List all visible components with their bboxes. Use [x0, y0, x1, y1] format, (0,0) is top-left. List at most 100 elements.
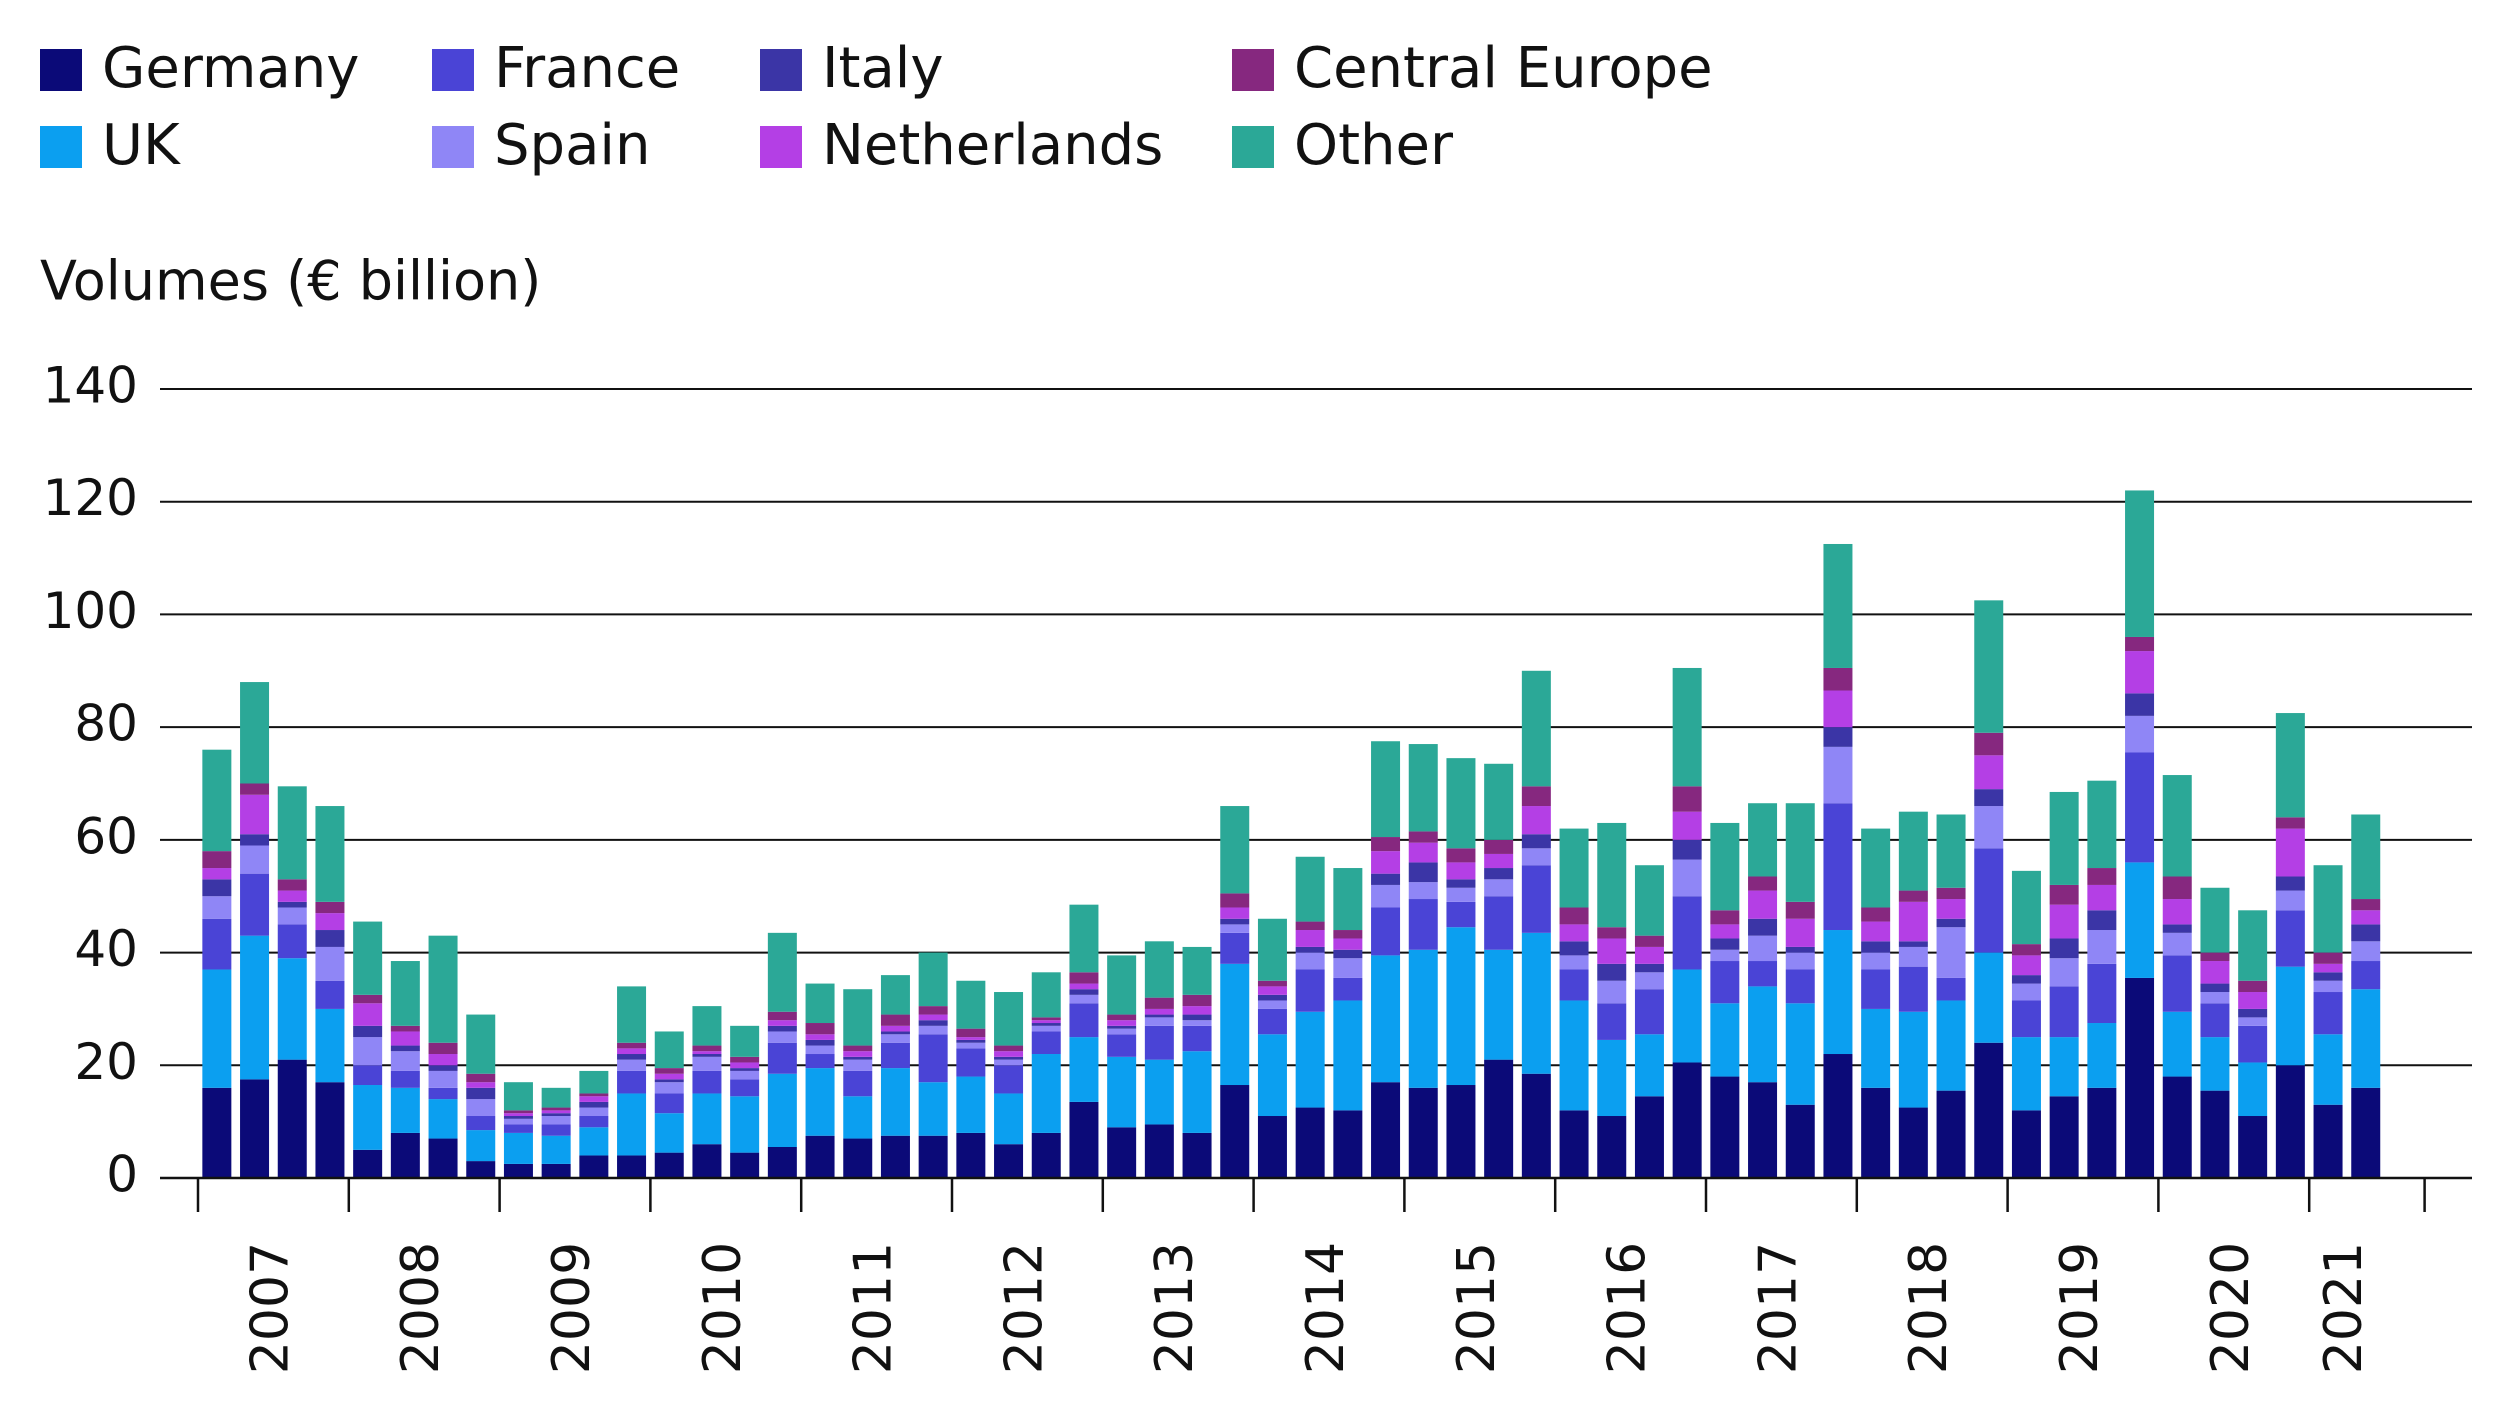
- bar-segment: [1408, 899, 1438, 950]
- bar-segment: [2351, 924, 2381, 942]
- y-tick-label: 20: [74, 1033, 138, 1091]
- bar-segment: [240, 935, 270, 1080]
- bar-segment: [1672, 859, 1702, 897]
- bar-segment: [1597, 1039, 1627, 1117]
- bar-segment: [1144, 941, 1174, 998]
- bar-segment: [1559, 941, 1589, 956]
- bar-segment: [315, 1008, 345, 1083]
- bar-segment: [1333, 958, 1363, 978]
- bar-segment: [2238, 1062, 2268, 1117]
- bar-segment: [2275, 910, 2305, 967]
- bar-segment: [1446, 1085, 1476, 1178]
- bar-segment: [1220, 1085, 1250, 1178]
- bar-segment: [805, 1023, 835, 1035]
- bar-segment: [240, 845, 270, 874]
- bar-segment: [2162, 775, 2192, 877]
- bar-segment: [880, 1135, 910, 1178]
- bar-segment: [1107, 1028, 1137, 1035]
- bar-segment: [1861, 907, 1891, 922]
- bar-segment: [1710, 910, 1740, 925]
- bar-segment: [2049, 986, 2079, 1038]
- bar-segment: [1898, 946, 1928, 967]
- bar-segment: [1484, 1059, 1514, 1178]
- bar-segment: [1220, 924, 1250, 933]
- bar-segment: [692, 1045, 722, 1052]
- bar-segment: [1785, 901, 1815, 919]
- bar-segment: [2011, 955, 2041, 976]
- bar-segment: [1559, 907, 1589, 925]
- legend-swatch: [40, 49, 82, 91]
- bar-segment: [390, 1070, 420, 1088]
- legend-label: Other: [1294, 113, 1454, 178]
- bar-segment: [1521, 786, 1551, 807]
- bar-segment: [1182, 994, 1212, 1007]
- bar-segment: [2162, 876, 2192, 900]
- bar-segment: [503, 1113, 533, 1117]
- bar-segment: [2087, 963, 2117, 1024]
- bar-segment: [880, 975, 910, 1015]
- legend-label: UK: [102, 113, 181, 178]
- bar-segment: [1220, 893, 1250, 908]
- bar-segment: [1446, 927, 1476, 1086]
- bar-segment: [2011, 983, 2041, 1001]
- bar-segment: [1936, 918, 1966, 928]
- bar-segment: [1220, 806, 1250, 894]
- bar-segment: [2011, 1037, 2041, 1111]
- bar-segment: [1672, 896, 1702, 970]
- bar-segment: [277, 907, 307, 925]
- bar-segment: [1144, 1008, 1174, 1015]
- bar-segment: [202, 1087, 232, 1178]
- bar-segment: [1898, 890, 1928, 902]
- bar-segment: [1597, 1003, 1627, 1040]
- bar-segment: [956, 980, 986, 1029]
- legend-label: Italy: [822, 36, 944, 101]
- bar-segment: [1295, 856, 1325, 922]
- legend-swatch: [760, 49, 802, 91]
- bar-segment: [1107, 1020, 1137, 1026]
- bar-segment: [2125, 651, 2155, 694]
- bar-segment: [1371, 741, 1401, 838]
- bar-segment: [2351, 941, 2381, 962]
- bar-segment: [1182, 1051, 1212, 1133]
- bar-segment: [240, 834, 270, 846]
- bar-segment: [2275, 828, 2305, 877]
- bar-segment: [1861, 921, 1891, 942]
- bar-segment: [1521, 806, 1551, 835]
- bar-segment: [2125, 862, 2155, 978]
- bar-segment: [1220, 963, 1250, 1086]
- bar-segment: [1785, 918, 1815, 947]
- bar-segment: [843, 989, 873, 1046]
- y-tick-label: 60: [74, 807, 138, 865]
- bar-segment: [956, 1037, 986, 1040]
- bar-segment: [1333, 1000, 1363, 1111]
- bar-segment: [1295, 1011, 1325, 1108]
- bar-segment: [730, 1062, 760, 1069]
- bar-segment: [466, 1014, 496, 1074]
- bar-segment: [654, 1113, 684, 1153]
- bar-segment: [2238, 1116, 2268, 1178]
- bar-segment: [805, 1034, 835, 1040]
- bar-segment: [2313, 963, 2343, 973]
- bar-segment: [2238, 1008, 2268, 1018]
- bar-segment: [1295, 930, 1325, 947]
- bar-segment: [918, 1135, 948, 1178]
- bar-segment: [1257, 918, 1287, 981]
- legend-swatch: [760, 126, 802, 168]
- bar-segment: [353, 1065, 383, 1086]
- bar-segment: [2313, 1034, 2343, 1105]
- bar-segment: [1257, 980, 1287, 987]
- bar-segment: [2313, 972, 2343, 981]
- bar-segment: [1446, 887, 1476, 902]
- bar-segment: [1748, 803, 1778, 877]
- bar-segment: [1182, 1025, 1212, 1052]
- bar-segment: [617, 1155, 647, 1178]
- x-tick-label: 2016: [1598, 1242, 1658, 1374]
- bar-segment: [1672, 811, 1702, 840]
- bar-segment: [918, 1034, 948, 1083]
- bar-segment: [1069, 983, 1099, 990]
- bar-segment: [1069, 994, 1099, 1004]
- bar-segment: [1823, 667, 1853, 691]
- bar-segment: [843, 1096, 873, 1139]
- bar-segment: [767, 932, 797, 1012]
- bar-segment: [1634, 1096, 1664, 1178]
